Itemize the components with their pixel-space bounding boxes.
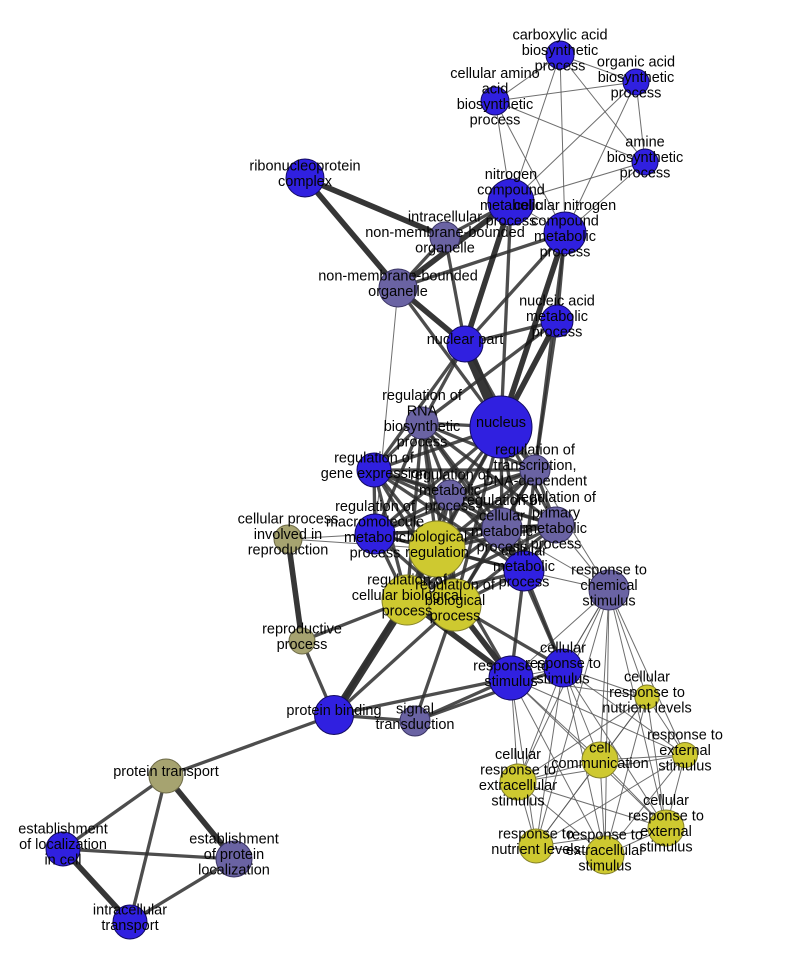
svg-text:protein binding: protein binding <box>286 703 381 719</box>
svg-text:protein transport: protein transport <box>113 764 219 780</box>
svg-text:nucleus: nucleus <box>476 415 526 431</box>
svg-text:nuclear part: nuclear part <box>427 332 504 348</box>
